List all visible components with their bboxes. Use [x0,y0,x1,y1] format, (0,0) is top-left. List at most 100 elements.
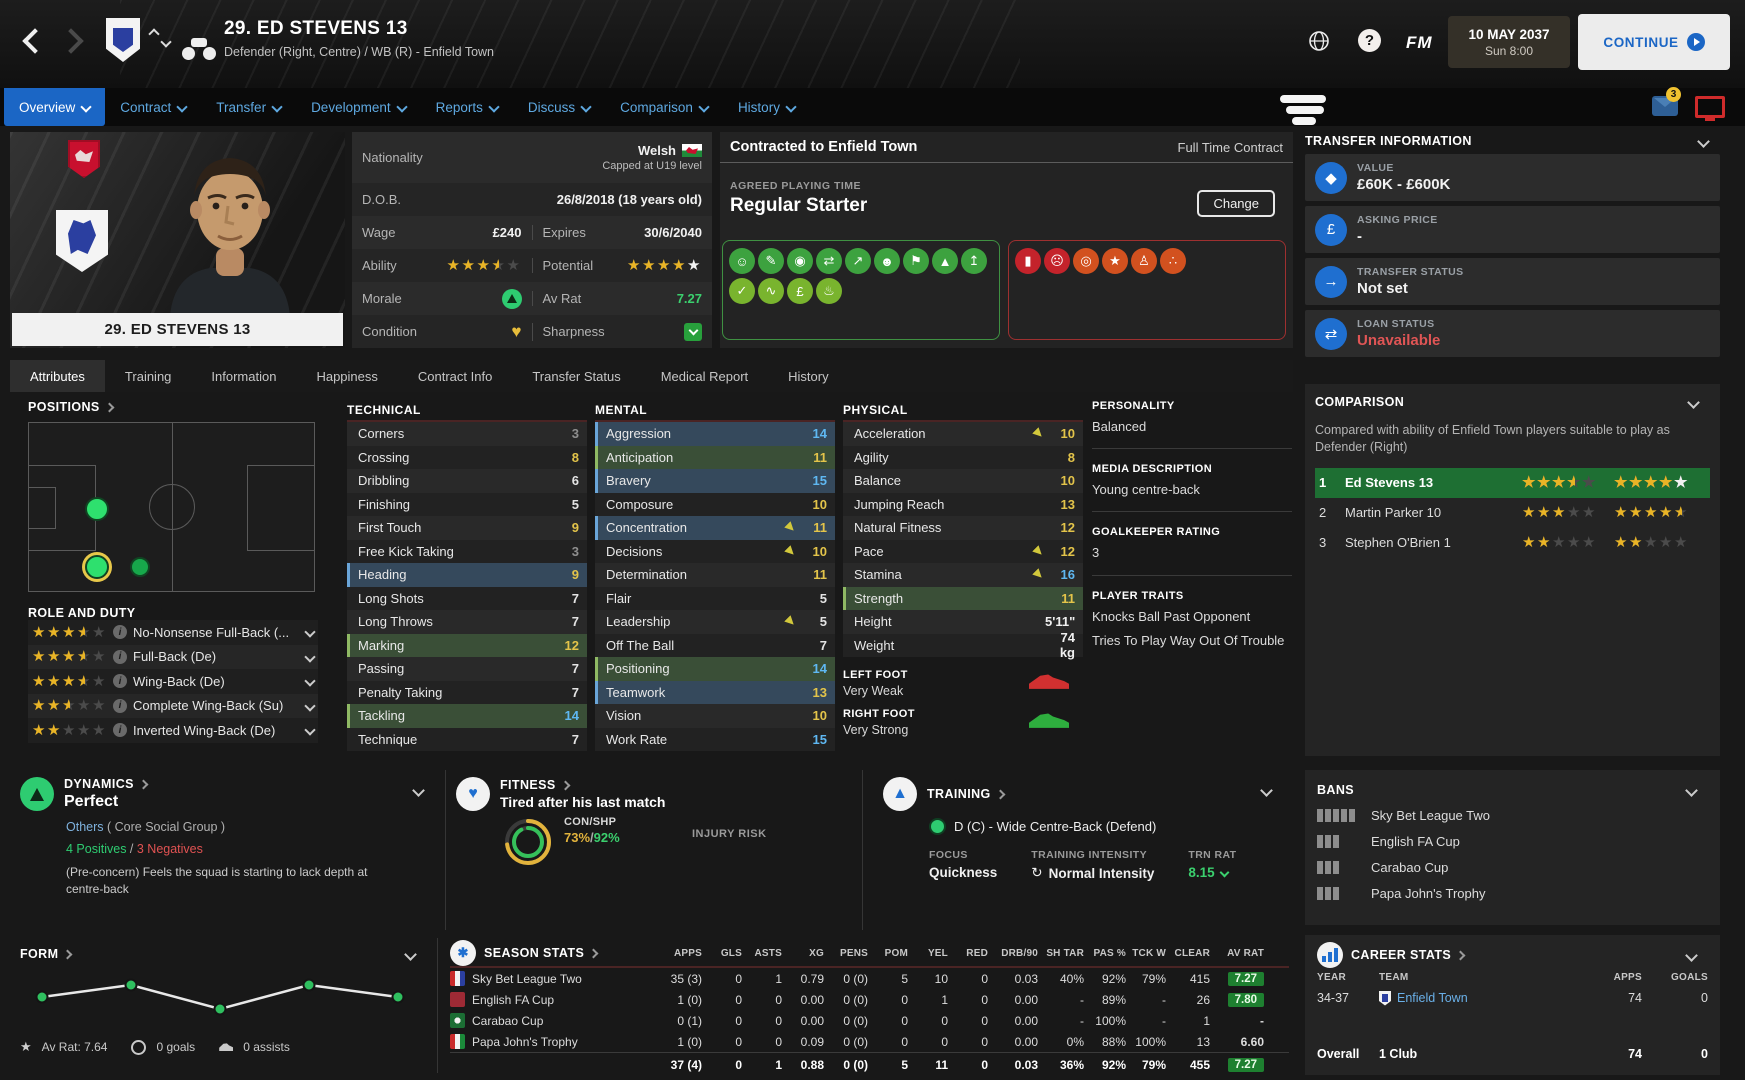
attribute-row[interactable]: Off The Ball 7 [595,633,835,657]
subtab-attributes[interactable]: Attributes [10,360,105,392]
career-team-link[interactable]: Enfield Town [1379,990,1580,1006]
position-dot-accomplished[interactable] [130,557,151,578]
attribute-row[interactable]: Anticipation 11 [595,445,835,469]
season-stats-row[interactable]: English FA Cup 1 (0) 0 0 0.00 0 (0) 0 1 0 0.00 - 89… [450,989,1289,1010]
season-stats-column-header[interactable]: PENS [839,947,868,959]
season-stats-title[interactable]: SEASON STATS [484,946,599,960]
negatives-link[interactable]: 3 Negatives [136,842,203,856]
ability-potential-row[interactable]: Ability ★ ★ ★ ★ ★ ★ ★ ★ ★ Potential ★ ★ ★ ★ ★ ★ ★ ★ ★ ★ [352,249,712,282]
attribute-row[interactable]: Finishing 5 [347,492,587,516]
attribute-row[interactable]: Concentration 11 [595,516,835,540]
role-duty-row[interactable]: ★ ★ ★ ★ ★ ★ ★ ★ ★ i Full-Back (De) [28,644,318,669]
attribute-row[interactable]: Positioning 14 [595,657,835,681]
subtab-transfer-status[interactable]: Transfer Status [532,368,621,384]
nav-tab-reports[interactable]: Reports [421,88,513,126]
condition-sharpness-row[interactable]: Condition ♥ Sharpness [352,315,712,348]
attribute-row[interactable]: Work Rate 15 [595,727,835,751]
form-data-point[interactable] [302,978,316,992]
attribute-row[interactable]: Crossing 8 [347,445,587,469]
attribute-row[interactable]: Heading 9 [347,563,587,587]
subtab-medical-report[interactable]: Medical Report [660,368,749,384]
attribute-row[interactable]: Long Shots 7 [347,586,587,610]
attribute-row[interactable]: Bravery 15 [595,469,835,493]
season-stats-column-header[interactable]: SH TAR [1046,947,1084,959]
season-stats-row[interactable]: Papa John's Trophy 1 (0) 0 0 0.09 0 (0) 0 0 0 0.0… [450,1031,1289,1052]
season-stats-column-header[interactable]: YEL [927,947,948,959]
training-title[interactable]: TRAINING [927,787,1006,801]
chevron-up-icon[interactable] [148,28,160,40]
attribute-row[interactable]: Weight 74 kg [843,630,1083,660]
collapse-chevron-icon[interactable] [1697,134,1710,148]
attribute-row[interactable]: Decisions 10 [595,539,835,563]
season-stats-column-header[interactable]: XG [809,947,824,959]
transfer-info-item[interactable]: £ ASKING PRICE - [1305,206,1720,253]
training-intensity[interactable]: TRAINING INTENSITY ↻ Normal Intensity [1031,849,1155,881]
chevron-down-icon[interactable] [304,651,316,663]
attribute-row[interactable]: Marking 12 [347,633,587,657]
attribute-row[interactable]: Height 5'11" [843,610,1083,634]
attribute-row[interactable]: First Touch 9 [347,516,587,540]
form-data-point[interactable] [124,978,138,992]
season-stats-column-header[interactable]: GLS [720,947,742,959]
role-duty-row[interactable]: ★ ★ ★ ★ ★ ★ ★ ★ i Complete Wing-Back (Su) [28,693,318,718]
positions-pitch[interactable] [28,422,315,592]
collapse-chevron-icon[interactable] [412,784,425,797]
club-crest-icon[interactable] [106,18,140,62]
player-switcher[interactable] [148,28,173,51]
chevron-down-icon[interactable] [304,626,316,638]
role-duty-row[interactable]: ★ ★ ★ ★ ★ ★ ★ i Inverted Wing-Back (De) [28,718,318,743]
attribute-row[interactable]: Aggression 14 [595,422,835,446]
info-icon[interactable]: i [113,723,127,738]
ban-row[interactable]: Papa John's Trophy [1317,880,1708,906]
attribute-row[interactable]: Composure 10 [595,492,835,516]
subtab-happiness[interactable]: Happiness [316,368,378,384]
attribute-row[interactable]: Passing 7 [347,657,587,681]
subtab-training[interactable]: Training [124,368,172,384]
nav-tab-transfer[interactable]: Transfer [201,88,296,126]
training-rating[interactable]: TRN RAT 8.15 [1188,849,1237,880]
attribute-row[interactable]: Determination 11 [595,563,835,587]
scout-binoculars-icon[interactable] [182,38,216,60]
morale-avrat-row[interactable]: Morale Av Rat 7.27 [352,282,712,315]
attribute-row[interactable]: Technique 7 [347,727,587,751]
chevron-down-icon[interactable] [304,700,316,712]
attribute-row[interactable]: Penalty Taking 7 [347,680,587,704]
attribute-row[interactable]: Strength 11 [843,586,1083,610]
nav-tab-overview[interactable]: Overview [4,88,106,126]
role-duty-row[interactable]: ★ ★ ★ ★ ★ ★ ★ ★ ★ i No-Nonsense Full-Back (... [28,620,318,645]
transfer-info-item[interactable]: ◆ VALUE £60K - £600K [1305,154,1720,201]
training-position-role[interactable]: D (C) - Wide Centre-Back (Defend) [954,819,1157,834]
chevron-down-icon[interactable] [304,724,316,736]
info-icon[interactable]: i [113,674,127,689]
attribute-row[interactable]: Stamina 16 [843,563,1083,587]
social-group-link[interactable]: Others [66,820,104,834]
nav-tab-history[interactable]: History [723,88,810,126]
ban-row[interactable]: Carabao Cup [1317,854,1708,880]
wage-expires-row[interactable]: Wage £240 Expires 30/6/2040 [352,216,712,249]
fitness-title[interactable]: FITNESS [500,778,665,792]
dynamics-title[interactable]: DYNAMICS [64,777,149,791]
positions-title[interactable]: POSITIONS [28,400,318,414]
attribute-row[interactable]: Agility 8 [843,445,1083,469]
collapse-chevron-icon[interactable] [1685,948,1698,962]
fm-logo[interactable]: FM [1406,33,1433,52]
position-dot-natural[interactable] [85,496,110,521]
form-data-point[interactable] [391,990,405,1004]
collapse-chevron-icon[interactable] [1260,784,1273,797]
comparison-row[interactable]: 3 Stephen O'Brien 1 ★ ★ ★ ★ ★ ★ ★ ★ ★ ★ ★ ★ ★ ★ [1315,528,1710,558]
ban-row[interactable]: English FA Cup [1317,828,1708,854]
attribute-row[interactable]: Jumping Reach 13 [843,492,1083,516]
attribute-row[interactable]: Pace 12 [843,539,1083,563]
collapse-chevron-icon[interactable] [1687,395,1700,409]
attribute-row[interactable]: Dribbling 6 [347,469,587,493]
attribute-row[interactable]: Tackling 14 [347,704,587,728]
nav-tab-development[interactable]: Development [296,88,421,126]
info-icon[interactable]: i [113,625,127,640]
game-date[interactable]: 10 MAY 2037 Sun 8:00 [1448,16,1570,68]
forward-icon[interactable] [58,28,84,54]
season-stats-column-header[interactable]: AV RAT [1227,947,1264,959]
subtab-history[interactable]: History [788,368,829,384]
season-stats-column-header[interactable]: PAS % [1093,947,1126,959]
attribute-row[interactable]: Acceleration 10 [843,422,1083,446]
attribute-row[interactable]: Long Throws 7 [347,610,587,634]
